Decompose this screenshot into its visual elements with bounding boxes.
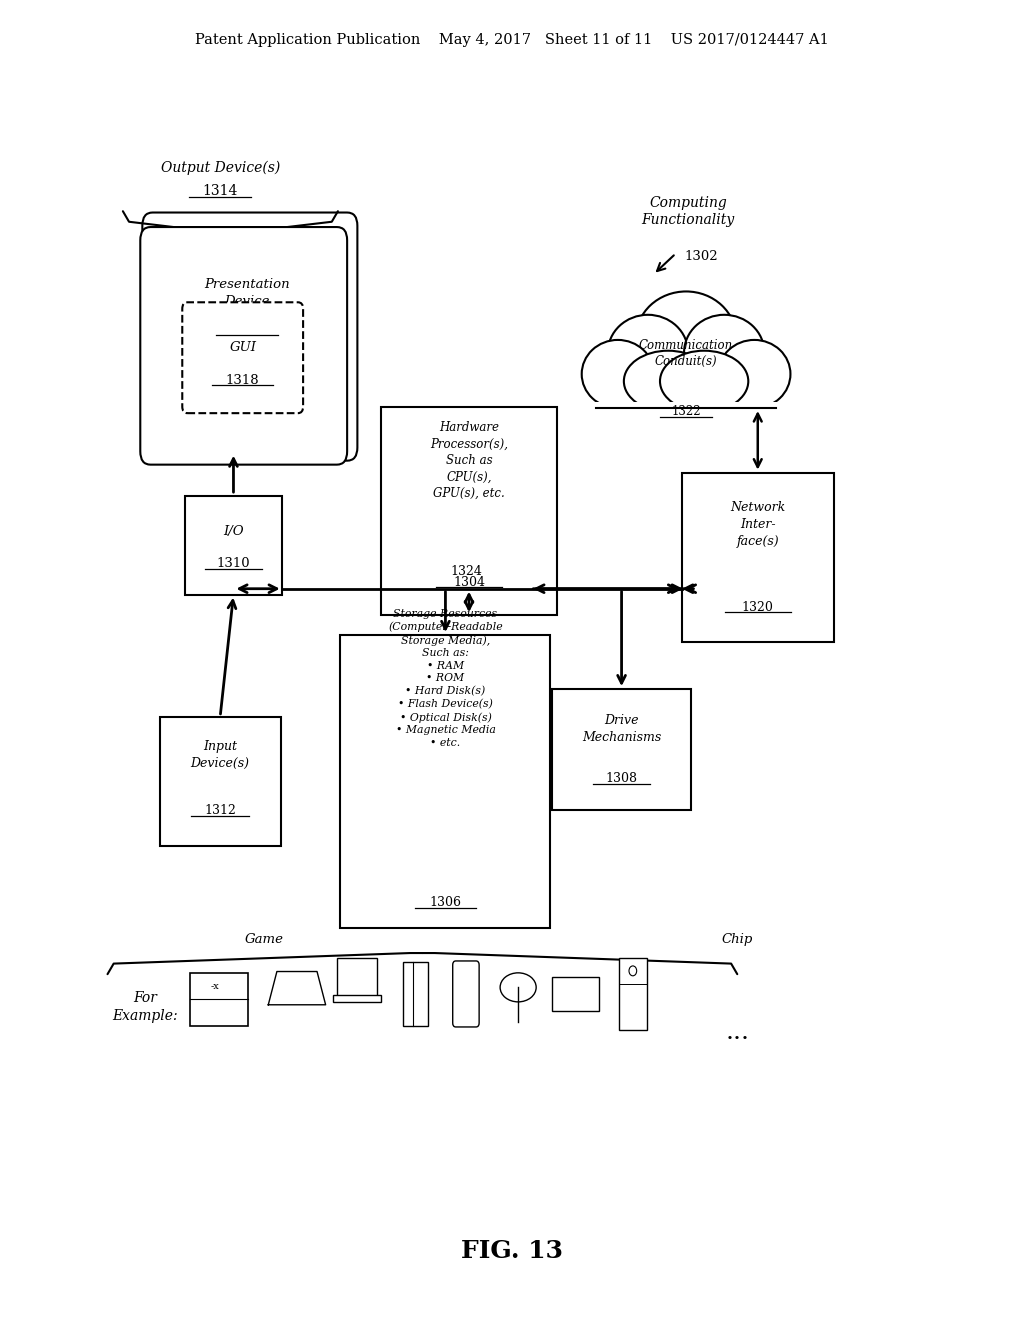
Ellipse shape <box>582 341 654 408</box>
Text: Storage Resources
(Computer-Readable
Storage Media),
Such as:
• RAM
• ROM
• Hard: Storage Resources (Computer-Readable Sto… <box>388 609 503 748</box>
Text: 1310: 1310 <box>217 557 250 570</box>
Polygon shape <box>268 972 326 1005</box>
Bar <box>618 958 647 1030</box>
Text: 1324: 1324 <box>450 565 482 578</box>
Text: GUI: GUI <box>229 341 256 354</box>
Text: Network
Inter-
face(s): Network Inter- face(s) <box>730 500 785 548</box>
FancyBboxPatch shape <box>140 227 347 465</box>
Ellipse shape <box>684 314 764 391</box>
Text: I/O: I/O <box>223 525 244 539</box>
Bar <box>340 635 551 928</box>
Bar <box>553 689 690 810</box>
Text: Input
Device(s): Input Device(s) <box>190 741 250 770</box>
FancyBboxPatch shape <box>182 302 303 413</box>
Text: 1316: 1316 <box>230 323 263 337</box>
FancyBboxPatch shape <box>453 961 479 1027</box>
Text: 1302: 1302 <box>684 249 718 263</box>
Ellipse shape <box>500 973 537 1002</box>
Text: FIG. 13: FIG. 13 <box>461 1239 563 1263</box>
Bar <box>184 496 282 594</box>
Bar <box>337 958 377 995</box>
Text: 1318: 1318 <box>226 374 259 387</box>
Text: 1314: 1314 <box>203 185 238 198</box>
Text: 1320: 1320 <box>741 601 774 614</box>
Text: Chip: Chip <box>722 933 753 946</box>
Text: Patent Application Publication    May 4, 2017   Sheet 11 of 11    US 2017/012444: Patent Application Publication May 4, 20… <box>196 33 828 48</box>
Text: 1312: 1312 <box>204 804 237 817</box>
Text: 1306: 1306 <box>429 896 462 909</box>
Text: Hardware
Processor(s),
Such as
CPU(s),
GPU(s), etc.: Hardware Processor(s), Such as CPU(s), G… <box>430 421 508 500</box>
Bar <box>190 973 248 1026</box>
Bar <box>334 995 381 1002</box>
Text: 1304: 1304 <box>453 576 485 589</box>
Text: Communication
Conduit(s): Communication Conduit(s) <box>639 339 733 368</box>
Bar <box>682 473 834 642</box>
Bar <box>381 407 557 615</box>
Ellipse shape <box>624 351 712 412</box>
Text: For
Example:: For Example: <box>113 991 178 1023</box>
Ellipse shape <box>608 314 688 391</box>
Text: 1322: 1322 <box>672 405 700 418</box>
Bar <box>403 962 428 1026</box>
FancyBboxPatch shape <box>142 213 357 461</box>
Bar <box>552 977 599 1011</box>
Text: ...: ... <box>725 1020 750 1044</box>
Bar <box>160 717 281 846</box>
Text: Presentation
Device: Presentation Device <box>204 279 290 308</box>
Text: 1308: 1308 <box>605 772 638 785</box>
Text: Output Device(s): Output Device(s) <box>161 161 280 174</box>
Ellipse shape <box>629 966 637 975</box>
Text: Drive
Mechanisms: Drive Mechanisms <box>582 714 662 743</box>
Bar <box>594 401 778 441</box>
Text: -x: -x <box>211 982 219 990</box>
Text: Game: Game <box>245 933 284 946</box>
Ellipse shape <box>636 292 736 385</box>
Text: Computing
Functionality: Computing Functionality <box>641 195 735 227</box>
Ellipse shape <box>718 341 791 408</box>
Ellipse shape <box>660 351 749 412</box>
